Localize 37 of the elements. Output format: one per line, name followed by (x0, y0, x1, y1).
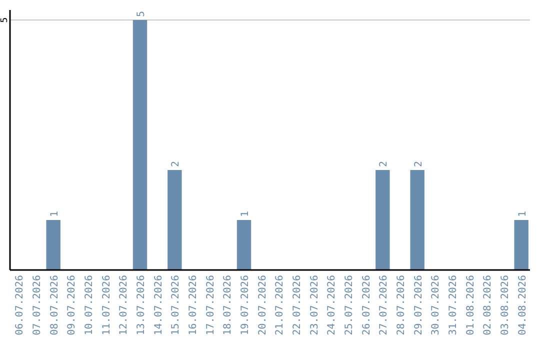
data-label: 1 (517, 210, 528, 217)
x-tick-label: 23.07.2026 (309, 275, 320, 336)
x-tick-label: 10.07.2026 (84, 275, 95, 336)
x-tick-label: 15.07.2026 (170, 275, 182, 336)
data-label: 5 (136, 10, 147, 17)
x-tick-label: 06.07.2026 (14, 275, 26, 336)
x-tick-label: 19.07.2026 (240, 275, 251, 336)
x-tick-label: 29.07.2026 (413, 275, 424, 336)
x-tick-label: 28.07.2026 (396, 275, 407, 336)
x-tick-label: 09.07.2026 (66, 275, 78, 336)
data-label: 2 (413, 160, 424, 167)
data-label: 2 (378, 160, 390, 167)
data-label: 2 (170, 160, 182, 167)
x-tick-label: 26.07.2026 (361, 275, 372, 336)
x-tick-label: 16.07.2026 (188, 275, 199, 336)
x-tick-label: 31.07.2026 (448, 275, 459, 336)
x-tick-label: 20.07.2026 (257, 275, 268, 336)
x-tick-label: 17.07.2026 (205, 275, 216, 336)
x-tick-label: 21.07.2026 (274, 275, 286, 336)
x-tick-label: 03.08.2026 (500, 275, 511, 336)
x-tick-label: 08.07.2026 (49, 275, 60, 336)
x-tick-label: 04.08.2026 (517, 275, 528, 336)
x-tick-label: 25.07.2026 (344, 275, 355, 336)
x-tick-label: 02.08.2026 (482, 275, 494, 336)
x-tick-label: 11.07.2026 (101, 275, 112, 336)
x-tick-label: 07.07.2026 (32, 275, 43, 336)
x-tick-label: 18.07.2026 (222, 275, 234, 336)
x-tick-label: 27.07.2026 (378, 275, 390, 336)
x-tick-label: 14.07.2026 (153, 275, 164, 336)
x-tick-label: 22.07.2026 (292, 275, 303, 336)
data-label: 1 (49, 210, 60, 217)
x-tick-label: 12.07.2026 (118, 275, 130, 336)
data-label: 1 (240, 210, 251, 217)
x-tick-label: 30.07.2026 (430, 275, 442, 336)
x-tick-label: 01.08.2026 (465, 275, 476, 336)
x-tick-label: 13.07.2026 (136, 275, 147, 336)
x-tick-label: 24.07.2026 (326, 275, 338, 336)
